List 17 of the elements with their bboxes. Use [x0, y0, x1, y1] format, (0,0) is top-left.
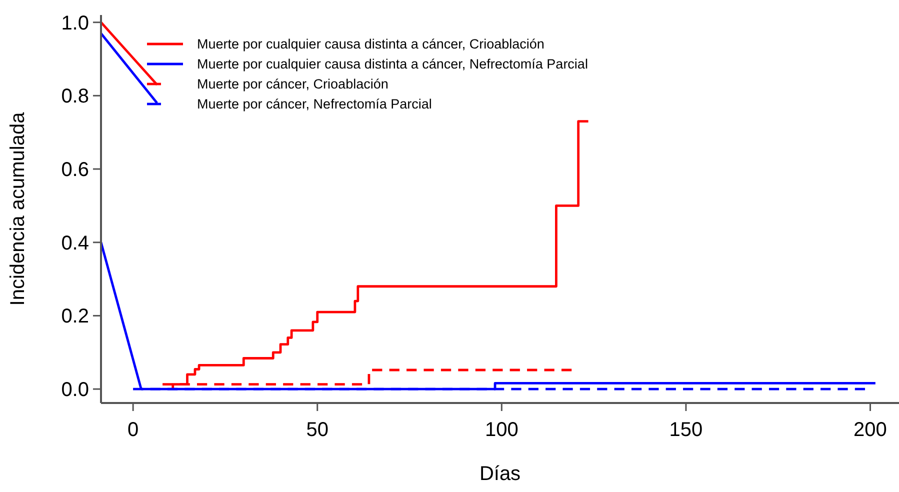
- y-tick-label: 0.0: [61, 379, 89, 402]
- y-tick-label: 0.6: [61, 159, 89, 182]
- y-tick-label: 0.4: [61, 232, 89, 254]
- x-tick-label: 0: [128, 419, 139, 441]
- x-tick-label: 50: [306, 419, 328, 441]
- y-tick-label: 0.8: [61, 86, 89, 108]
- x-axis-title: Días: [479, 463, 521, 485]
- legend-label: Muerte por cualquier causa distinta a cáncer, Crioablación: [197, 36, 544, 52]
- legend-label: Muerte por cáncer, Crioablación: [197, 76, 388, 92]
- x-tick-label: 150: [669, 419, 703, 441]
- legend-label: Muerte por cáncer, Nefrectomía Parcial: [197, 96, 432, 112]
- y-axis-title: Incidencia acumulada: [7, 111, 29, 306]
- x-tick-label: 200: [854, 419, 887, 441]
- y-tick-label: 1.0: [61, 12, 89, 34]
- legend-label: Muerte por cualquier causa distinta a cáncer, Nefrectomía Parcial: [197, 56, 588, 72]
- x-tick-label: 100: [484, 419, 518, 441]
- y-tick-label: 0.2: [61, 306, 89, 328]
